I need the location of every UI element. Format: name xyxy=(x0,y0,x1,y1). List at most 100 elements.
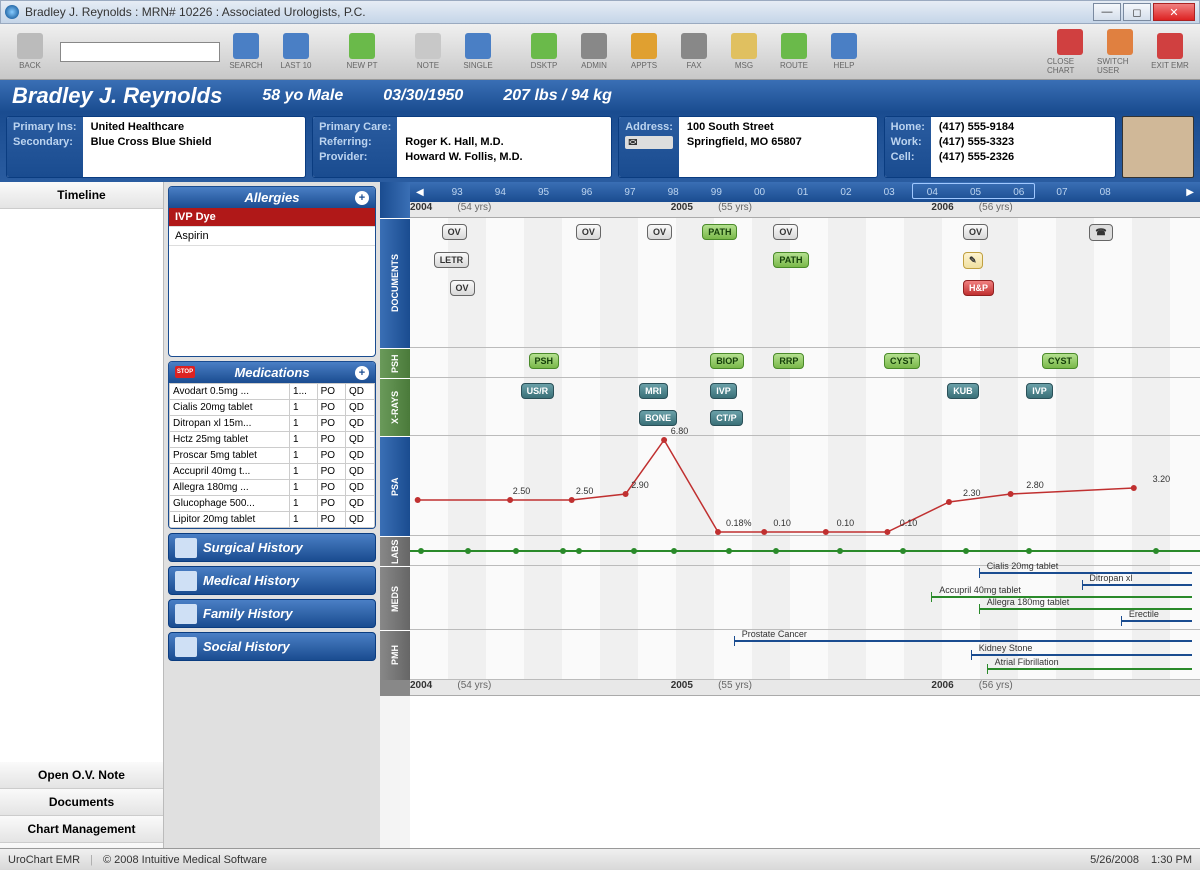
medication-row[interactable]: Accupril 40mg t...1POQD xyxy=(170,464,375,480)
timeline-chip[interactable]: OV xyxy=(576,224,601,240)
year-tick[interactable]: 01 xyxy=(797,187,808,198)
timeline-chip[interactable]: IVP xyxy=(1026,383,1053,399)
timeline-chip[interactable]: PATH xyxy=(773,252,808,268)
nav-open-ov[interactable]: Open O.V. Note xyxy=(0,762,163,789)
timeline-chip[interactable]: MRI xyxy=(639,383,668,399)
timeline-bar[interactable] xyxy=(979,572,1192,574)
timeline-chip[interactable]: CYST xyxy=(1042,353,1078,369)
year-tick[interactable]: 98 xyxy=(668,187,679,198)
timeline-chip[interactable]: BONE xyxy=(639,410,677,426)
track-label-labs[interactable]: LABS xyxy=(380,536,410,566)
timeline-chip[interactable]: PATH xyxy=(702,224,737,240)
timeline-chip[interactable]: RRP xyxy=(773,353,804,369)
timeline-chip[interactable]: PSH xyxy=(529,353,560,369)
year-tick[interactable]: 00 xyxy=(754,187,765,198)
timeline-chip[interactable]: IVP xyxy=(710,383,737,399)
timeline-bar[interactable] xyxy=(1082,584,1193,586)
medication-row[interactable]: Glucophage 500...1POQD xyxy=(170,496,375,512)
timeline-chip[interactable]: H&P xyxy=(963,280,994,296)
medication-row[interactable]: Proscar 5mg tablet1POQD xyxy=(170,448,375,464)
timeline-bar[interactable] xyxy=(971,654,1192,656)
track-label-psh[interactable]: PSH xyxy=(380,348,410,378)
add-medication-button[interactable]: + xyxy=(355,366,369,380)
year-tick[interactable]: 04 xyxy=(927,187,938,198)
family-history-button[interactable]: Family History xyxy=(168,599,376,628)
patient-search-input[interactable] xyxy=(60,42,220,62)
toolbar-note-button[interactable]: NOTE xyxy=(404,28,452,76)
medication-row[interactable]: Hctz 25mg tablet1POQD xyxy=(170,432,375,448)
timeline-bar[interactable] xyxy=(987,668,1192,670)
timeline-chip[interactable]: ☎ xyxy=(1089,224,1112,241)
toolbar-admin-button[interactable]: ADMIN xyxy=(570,28,618,76)
year-tick[interactable]: 05 xyxy=(970,187,981,198)
nav-timeline[interactable]: Timeline xyxy=(0,182,163,209)
scroll-right-icon[interactable]: ▶ xyxy=(1180,187,1200,198)
nav-documents[interactable]: Documents xyxy=(0,789,163,816)
toolbar-close-chart-button[interactable]: CLOSE CHART xyxy=(1046,28,1094,76)
timeline-chip[interactable]: KUB xyxy=(947,383,979,399)
toolbar-fax-button[interactable]: FAX xyxy=(670,28,718,76)
track-label-meds[interactable]: MEDS xyxy=(380,566,410,630)
scroll-left-icon[interactable]: ◀ xyxy=(410,187,430,198)
timeline-chip[interactable]: OV xyxy=(963,224,988,240)
nav-chart-mgmt[interactable]: Chart Management xyxy=(0,816,163,843)
track-label-pmh[interactable]: PMH xyxy=(380,630,410,680)
window-close-button[interactable]: ✕ xyxy=(1153,3,1195,21)
medication-row[interactable]: Cialis 20mg tablet1POQD xyxy=(170,400,375,416)
year-tick[interactable]: 93 xyxy=(452,187,463,198)
medical-history-button[interactable]: Medical History xyxy=(168,566,376,595)
toolbar-dsktp-button[interactable]: DSKTP xyxy=(520,28,568,76)
year-tick[interactable]: 07 xyxy=(1056,187,1067,198)
year-scale[interactable]: ◀ ▶ 93 94 95 96 97 98 99 00 01 02 03 04 05 06 07 08 xyxy=(410,182,1200,202)
year-tick[interactable]: 95 xyxy=(538,187,549,198)
medication-row[interactable]: Lipitor 20mg tablet1POQD xyxy=(170,512,375,528)
toolbar-msg-button[interactable]: MSG xyxy=(720,28,768,76)
medication-row[interactable]: Ditropan xl 15m...1POQD xyxy=(170,416,375,432)
patient-photo[interactable] xyxy=(1122,116,1194,178)
timeline-chip[interactable]: OV xyxy=(773,224,798,240)
year-tick[interactable]: 99 xyxy=(711,187,722,198)
add-allergy-button[interactable]: + xyxy=(355,191,369,205)
timeline-bar[interactable] xyxy=(1121,620,1192,622)
year-tick[interactable]: 02 xyxy=(840,187,851,198)
year-tick[interactable]: 08 xyxy=(1100,187,1111,198)
timeline-chip[interactable]: OV xyxy=(647,224,672,240)
timeline-chip[interactable]: OV xyxy=(450,280,475,296)
year-tick[interactable]: 03 xyxy=(884,187,895,198)
allergy-row[interactable]: Aspirin xyxy=(169,227,375,246)
timeline-chip[interactable]: LETR xyxy=(434,252,470,268)
timeline-chip[interactable]: CYST xyxy=(884,353,920,369)
back-button[interactable]: BACK xyxy=(6,28,54,76)
timeline-chip[interactable]: CT/P xyxy=(710,410,743,426)
mail-icon[interactable]: ✉ xyxy=(625,136,673,149)
maximize-button[interactable]: ◻ xyxy=(1123,3,1151,21)
toolbar-route-button[interactable]: ROUTE xyxy=(770,28,818,76)
toolbar-search-button[interactable]: SEARCH xyxy=(222,28,270,76)
toolbar-single-button[interactable]: SINGLE xyxy=(454,28,502,76)
toolbar-exit-emr-button[interactable]: EXIT EMR xyxy=(1146,28,1194,76)
timeline-chip[interactable]: ✎ xyxy=(963,252,983,269)
timeline-bar[interactable] xyxy=(734,640,1192,642)
toolbar-new-pt-button[interactable]: NEW PT xyxy=(338,28,386,76)
toolbar-last-10-button[interactable]: LAST 10 xyxy=(272,28,320,76)
timeline-chip[interactable]: US/R xyxy=(521,383,555,399)
toolbar-switch-user-button[interactable]: SWITCH USER xyxy=(1096,28,1144,76)
track-label-psa[interactable]: PSA xyxy=(380,436,410,536)
social-history-button[interactable]: Social History xyxy=(168,632,376,661)
medication-row[interactable]: Allegra 180mg ...1POQD xyxy=(170,480,375,496)
medication-row[interactable]: Avodart 0.5mg ...1...POQD xyxy=(170,384,375,400)
track-label-documents[interactable]: DOCUMENTS xyxy=(380,218,410,348)
year-tick[interactable]: 96 xyxy=(581,187,592,198)
allergy-row[interactable]: IVP Dye xyxy=(169,208,375,227)
timeline-chip[interactable]: BIOP xyxy=(710,353,744,369)
toolbar-help-button[interactable]: HELP xyxy=(820,28,868,76)
minimize-button[interactable]: — xyxy=(1093,3,1121,21)
timeline-bar[interactable] xyxy=(979,608,1192,610)
year-tick[interactable]: 94 xyxy=(495,187,506,198)
timeline-chip[interactable]: OV xyxy=(442,224,467,240)
year-tick[interactable]: 97 xyxy=(624,187,635,198)
year-tick[interactable]: 06 xyxy=(1013,187,1024,198)
surgical-history-button[interactable]: Surgical History xyxy=(168,533,376,562)
toolbar-appts-button[interactable]: APPTS xyxy=(620,28,668,76)
track-label-xrays[interactable]: X-RAYS xyxy=(380,378,410,436)
